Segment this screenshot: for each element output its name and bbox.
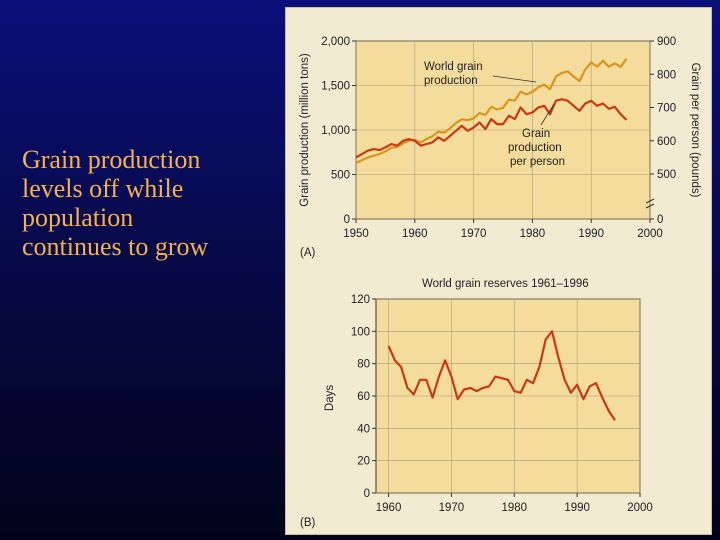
panel-b-title: World grain reserves 1961–1996 [422, 278, 589, 290]
caption-line-2: levels off while [22, 174, 184, 203]
annotation-per-person-line2: production [508, 142, 562, 154]
panel-a-y-tick-label: 2,000 [321, 36, 350, 48]
panel-a-y-tick-label: 500 [331, 170, 350, 182]
world-grain-production-line [355, 58, 628, 164]
panel-a-ticks: 1950 1960 1970 1980 1990 2000 0 500 1,000 1,500 2,… [321, 36, 676, 240]
panel-b-y-axis-label: Days [324, 385, 336, 411]
panel-a-x-tick-label: 1980 [520, 228, 546, 240]
panel-b-y-tick-label: 120 [351, 294, 370, 306]
world-grain-reserves-line [387, 330, 616, 421]
panel-a-x-tick-label: 1990 [578, 228, 604, 240]
panel-b-y-tick-label: 20 [357, 456, 370, 468]
panel-a-y-tick-label: 1,500 [321, 81, 350, 93]
annotation-leader-world [492, 75, 537, 83]
panel-b-lines [387, 330, 616, 421]
panel-a-grid [355, 40, 651, 220]
panel-b-x-tick-label: 1970 [439, 502, 465, 514]
panel-b-grid [376, 298, 641, 494]
panel-a-label: (A) [300, 247, 316, 259]
annotation-per-person-line1: Grain [522, 128, 550, 140]
caption-line-4: continues to grow [22, 232, 209, 261]
panel-b-y-tick-label: 80 [357, 359, 370, 371]
panel-b-y-tick-label: 40 [357, 423, 370, 435]
panel-b-x-tick-label: 1980 [501, 502, 527, 514]
panel-a-y2-tick-label: 0 [657, 214, 663, 226]
panel-a-y2-tick-label: 900 [657, 36, 676, 48]
panel-a-x-tick-label: 1960 [402, 228, 428, 240]
panel-b-x-tick-label: 1960 [376, 502, 402, 514]
panel-a-x-tick-label: 1950 [343, 228, 369, 240]
caption-line-1: Grain production [22, 145, 201, 174]
panel-a-y2-tick-label: 500 [657, 169, 676, 181]
figure-panel: 1950 1960 1970 1980 1990 2000 0 500 1,000 1,500 2,… [285, 7, 712, 535]
panel-a-x-tick-label: 1970 [461, 228, 487, 240]
panel-a-lines [355, 58, 628, 164]
panel-a-y2-tick-label: 700 [657, 103, 676, 115]
panel-a-y-axis-label: Grain production (million tons) [299, 53, 311, 207]
figure-svg: 1950 1960 1970 1980 1990 200005001,0001,5002,… [299, 36, 701, 529]
panel-b-y-tick-label: 100 [351, 326, 370, 338]
panel-a-y2-axis-label: Grain per person (pounds) [689, 63, 701, 198]
panel-a-y-tick-label: 1,000 [321, 125, 350, 137]
panel-b-label: (B) [300, 517, 316, 529]
caption-line-3: population [22, 203, 134, 232]
panel-b-y-tick-label: 60 [357, 391, 370, 403]
annotation-world-grain-line1: World grain [424, 61, 483, 73]
annotation-per-person-line3: per person [510, 156, 565, 168]
annotation-world-grain-line2: production [424, 75, 478, 87]
panel-a-axis-break-mark [645, 198, 655, 209]
panel-b-x-tick-label: 2000 [627, 502, 653, 514]
panel-a-x-tick-label: 2000 [637, 228, 663, 240]
grain-per-person-line [355, 98, 628, 159]
panel-b-y-tick-label: 0 [364, 488, 370, 500]
panel-a-y-tick-label: 0 [344, 214, 350, 226]
panel-a-y2-tick-label: 800 [657, 69, 676, 81]
slide-caption: Grain production levels off while popula… [22, 145, 272, 261]
panel-a-y2-tick-label: 600 [657, 136, 676, 148]
annotation-leader-per-person [540, 103, 555, 126]
panel-b-x-tick-label: 1990 [564, 502, 590, 514]
panel-b-ticks: 1960 1970 1980 1990 2000 0 20 40 60 80 100 120 [351, 294, 653, 514]
